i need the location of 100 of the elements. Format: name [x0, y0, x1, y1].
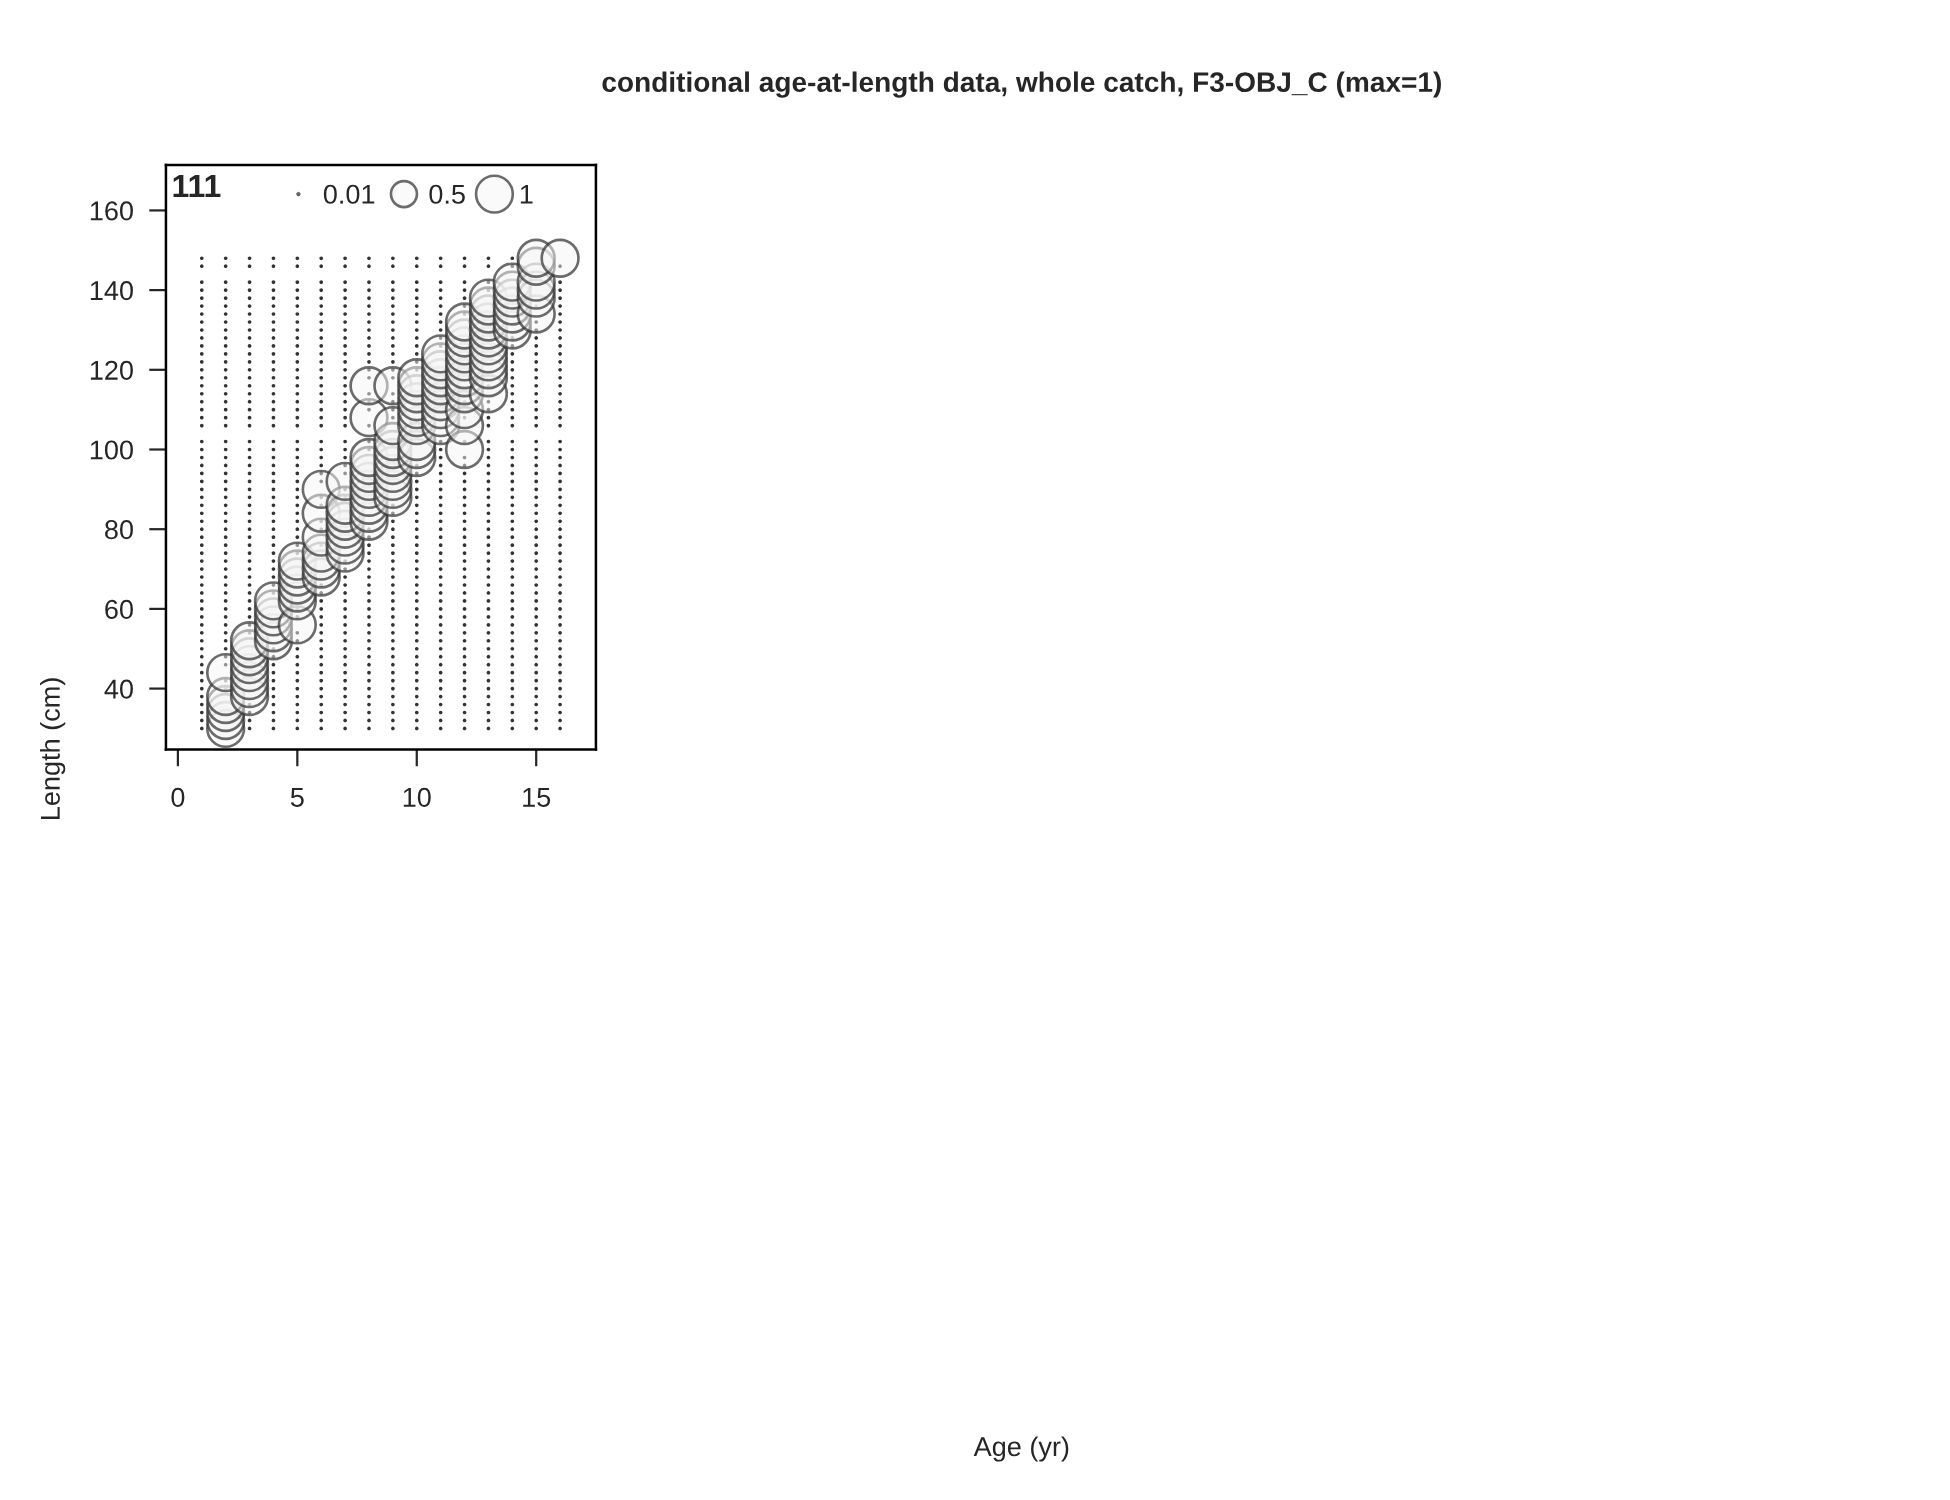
- point: [558, 535, 562, 540]
- point: [319, 296, 324, 300]
- point: [343, 686, 347, 691]
- point: [247, 615, 252, 619]
- point: [367, 662, 371, 667]
- point: [558, 447, 562, 452]
- point: [414, 463, 419, 468]
- point: [438, 583, 443, 587]
- point: [534, 630, 539, 635]
- point: [534, 583, 539, 587]
- point: [343, 622, 347, 627]
- point: [295, 447, 300, 452]
- point: [343, 415, 347, 420]
- point: [295, 288, 300, 292]
- point: [391, 407, 395, 412]
- point: [343, 694, 347, 699]
- point: [414, 702, 419, 707]
- point: [534, 503, 539, 508]
- point: [486, 503, 491, 508]
- point: [414, 718, 419, 723]
- point: [510, 360, 515, 364]
- point: [223, 615, 228, 619]
- point: [223, 646, 228, 651]
- point: [343, 583, 347, 587]
- point: [391, 670, 395, 675]
- point: [391, 344, 395, 348]
- point: [343, 280, 347, 284]
- point: [343, 304, 347, 308]
- point: [295, 646, 300, 651]
- point: [558, 280, 562, 284]
- point: [367, 638, 371, 643]
- point: [414, 575, 419, 579]
- point: [247, 280, 252, 284]
- point: [247, 288, 252, 292]
- point: [414, 607, 419, 611]
- point: [199, 320, 204, 324]
- point: [558, 487, 562, 492]
- point: [438, 535, 443, 540]
- point: [319, 591, 324, 595]
- point: [367, 599, 371, 603]
- point: [343, 678, 347, 683]
- point: [510, 423, 515, 428]
- point: [534, 336, 539, 340]
- point: [558, 543, 562, 547]
- point: [247, 567, 252, 571]
- point: [462, 607, 467, 611]
- point: [199, 519, 204, 524]
- point: [319, 439, 324, 444]
- point: [462, 288, 467, 292]
- point: [295, 463, 300, 468]
- point: [462, 654, 467, 659]
- point: [295, 543, 300, 547]
- point: [558, 686, 562, 691]
- point: [247, 551, 252, 555]
- point: [510, 527, 515, 532]
- point: [247, 399, 252, 404]
- point: [558, 567, 562, 571]
- point: [367, 344, 371, 348]
- point: [486, 575, 491, 579]
- point: [367, 670, 371, 675]
- point: [534, 439, 539, 444]
- point: [367, 622, 371, 627]
- point: [295, 320, 300, 324]
- point: [486, 630, 491, 635]
- point: [534, 694, 539, 699]
- point: [295, 551, 300, 555]
- point: [223, 527, 228, 532]
- point: [534, 320, 539, 324]
- point: [367, 288, 371, 292]
- point: [414, 511, 419, 516]
- point: [414, 583, 419, 587]
- point: [367, 630, 371, 635]
- point: [558, 599, 562, 603]
- point: [199, 407, 204, 412]
- point: [391, 638, 395, 643]
- point: [438, 559, 443, 563]
- point: [391, 519, 395, 524]
- point: [271, 367, 276, 372]
- point: [271, 304, 276, 308]
- point: [414, 551, 419, 555]
- point: [486, 567, 491, 571]
- point: [367, 583, 371, 587]
- point: [295, 312, 300, 316]
- point: [343, 662, 347, 667]
- point: [271, 280, 276, 284]
- point: [510, 471, 515, 476]
- point: [534, 375, 539, 380]
- point: [510, 352, 515, 356]
- point: [462, 543, 467, 547]
- point: [319, 288, 324, 292]
- point: [247, 543, 252, 547]
- point: [343, 423, 347, 428]
- point: [247, 591, 252, 595]
- point: [223, 352, 228, 356]
- point: [247, 519, 252, 524]
- point: [486, 607, 491, 611]
- point: [199, 487, 204, 492]
- point: [367, 256, 371, 261]
- point: [223, 622, 228, 627]
- point: [486, 559, 491, 563]
